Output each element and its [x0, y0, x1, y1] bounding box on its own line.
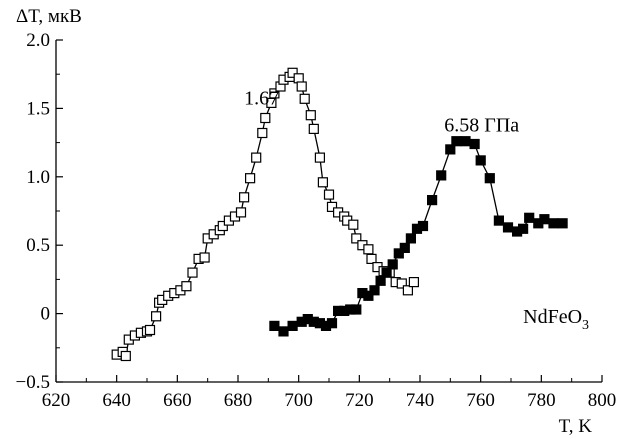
- open-square-point: [299, 93, 310, 104]
- x-tick-label: 740: [406, 390, 435, 411]
- x-tick-label: 700: [284, 390, 313, 411]
- filled-square-point: [493, 215, 504, 226]
- filled-square-point: [399, 242, 410, 253]
- y-tick-label: 1.0: [26, 167, 50, 188]
- annotation-0: 1.67: [244, 87, 279, 109]
- open-square-point: [151, 311, 162, 322]
- filled-square-point: [381, 267, 392, 278]
- y-tick-label: 1.5: [26, 98, 50, 119]
- open-square-point: [217, 220, 228, 232]
- open-square-point: [408, 277, 419, 288]
- filled-square-point: [278, 326, 289, 337]
- filled-square-point: [502, 222, 514, 233]
- open-square-point: [187, 267, 198, 278]
- open-square-point: [351, 233, 362, 244]
- open-square-point: [144, 324, 156, 336]
- filled-square-point: [405, 233, 416, 244]
- filled-square-point: [539, 214, 550, 225]
- tick-labels: 620 640 660 680 700 720 740 760 780 800 −0.5 0 0.5 1.…: [16, 30, 617, 411]
- open-square-point: [239, 192, 250, 203]
- filled-square-point: [269, 320, 280, 331]
- open-square-point: [245, 173, 256, 184]
- x-tick-label: 640: [102, 390, 131, 411]
- x-tick-label: 780: [527, 390, 556, 411]
- filled-square-point: [548, 218, 559, 229]
- filled-square-point: [375, 275, 386, 286]
- open-square-point: [348, 219, 359, 230]
- y-axis-title: ΔT, мкВ: [16, 6, 82, 27]
- open-square-point: [199, 252, 210, 263]
- filled-square-point: [475, 155, 486, 166]
- filled-square-point: [393, 248, 404, 259]
- filled-square-point: [417, 220, 429, 232]
- x-tick-label: 660: [163, 390, 192, 411]
- x-tick-label: 720: [345, 390, 374, 411]
- filled-square-point: [369, 285, 380, 296]
- x-tick-label: 680: [224, 390, 253, 411]
- open-square-point: [366, 253, 377, 264]
- annotation-subscript: 3: [582, 318, 589, 333]
- y-tick-label: −0.5: [16, 372, 50, 393]
- open-square-point: [269, 88, 280, 99]
- filled-square-point: [436, 170, 447, 181]
- filled-square-point: [445, 144, 456, 155]
- filled-square-point: [484, 173, 495, 184]
- open-square-point: [314, 152, 325, 163]
- open-square-point: [317, 177, 328, 188]
- filled-square-point: [469, 138, 480, 150]
- open-square-point: [120, 350, 131, 362]
- open-square-point: [235, 207, 247, 218]
- x-tick-label: 620: [42, 390, 71, 411]
- series-points: [111, 67, 568, 362]
- filled-square-point: [287, 320, 298, 331]
- open-square-point: [260, 112, 271, 124]
- open-square-point: [287, 67, 298, 78]
- open-square-point: [181, 281, 192, 292]
- x-axis-title: T, K: [559, 416, 593, 437]
- x-tick-label: 800: [588, 390, 617, 411]
- open-square-point: [363, 244, 374, 255]
- filled-square-point: [557, 218, 568, 229]
- filled-square-point: [451, 136, 462, 147]
- filled-square-point: [427, 195, 438, 206]
- filled-square-point: [351, 304, 362, 315]
- annotations: 1.67 6.58 ГПа NdFeO3: [244, 87, 589, 333]
- filled-square-point: [326, 318, 338, 329]
- open-square-point: [296, 81, 307, 92]
- open-square-point: [305, 110, 316, 121]
- open-square-point: [251, 152, 262, 163]
- filled-square-point: [460, 136, 471, 147]
- filled-square-point: [387, 259, 398, 270]
- open-square-point: [323, 189, 335, 200]
- annotation-1: 6.58 ГПа: [444, 115, 519, 137]
- y-tick-label: 2.0: [26, 30, 50, 51]
- annotation-2: NdFeO3: [523, 306, 589, 333]
- filled-square-point: [517, 223, 529, 234]
- open-square-point: [308, 123, 319, 135]
- y-tick-label: 0.5: [26, 235, 50, 256]
- open-square-point: [402, 285, 413, 296]
- open-square-point: [326, 201, 338, 212]
- filled-square-point: [524, 212, 535, 223]
- filled-square-point: [363, 290, 374, 301]
- y-tick-label: 0: [41, 304, 51, 325]
- tick-marks: [55, 39, 603, 383]
- open-square-point: [257, 127, 268, 139]
- x-tick-label: 760: [466, 390, 495, 411]
- open-square-point: [396, 278, 407, 289]
